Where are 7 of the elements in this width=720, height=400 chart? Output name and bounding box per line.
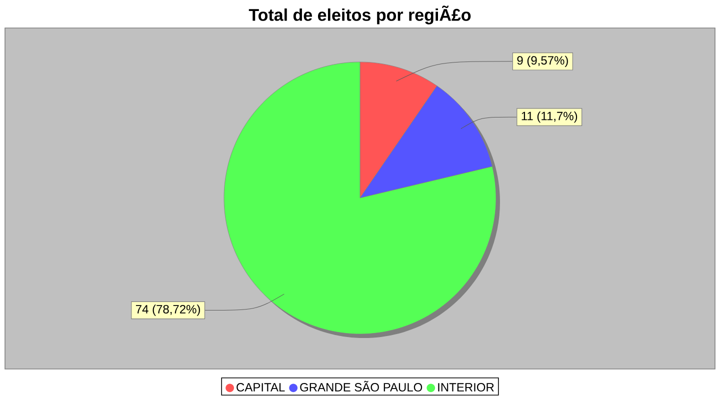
data-label: 74 (78,72%) — [136, 304, 200, 316]
legend-label: GRANDE SÃO PAULO — [300, 380, 422, 392]
data-label: 9 (9,57%) — [517, 56, 568, 67]
data-label: 11 (11,7%) — [522, 111, 578, 123]
legend-label: INTERIOR — [438, 383, 494, 392]
chart-title: Total de eleitos por regiÃ£o — [248, 6, 471, 24]
legend-label: CAPITAL — [236, 383, 285, 392]
